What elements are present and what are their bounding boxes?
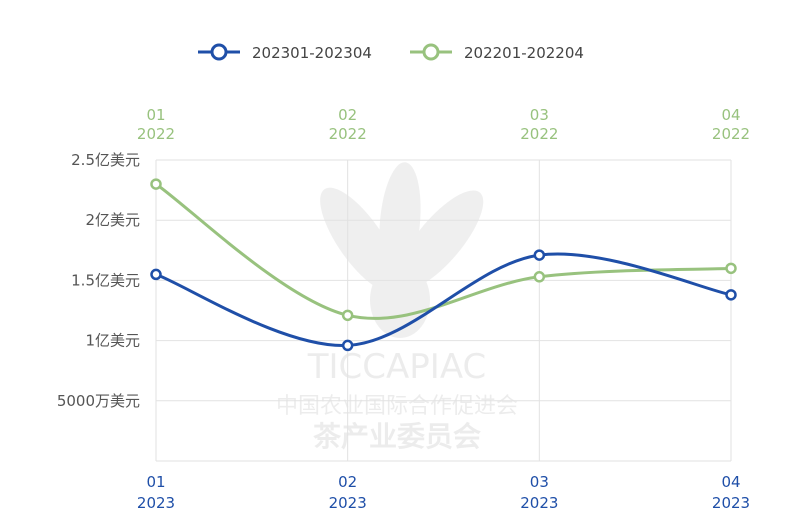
bottom-x-tick-month: 03 xyxy=(530,473,549,491)
top-x-tick-month: 01 xyxy=(146,106,165,124)
legend-item[interactable]: 202201-202204 xyxy=(410,43,584,62)
y-axis-ticks: 5000万美元 1亿美元 1.5亿美元 2亿美元 2.5亿美元 xyxy=(57,151,140,410)
legend-label: 202201-202204 xyxy=(464,44,584,62)
data-point[interactable] xyxy=(341,309,354,322)
data-point[interactable] xyxy=(725,262,737,275)
legend-marker-icon xyxy=(210,43,228,61)
watermark-line2: 茶产业委员会 xyxy=(313,420,481,453)
bottom-x-tick-year: 2023 xyxy=(137,494,175,512)
watermark-line1: 中国农业国际合作促进会 xyxy=(276,394,518,419)
data-point[interactable] xyxy=(341,339,354,352)
bottom-x-tick-year: 2023 xyxy=(520,494,558,512)
top-x-tick-year: 2022 xyxy=(520,125,558,143)
series-line xyxy=(154,252,733,347)
legend-label: 202301-202304 xyxy=(252,44,372,62)
bottom-x-tick-month: 04 xyxy=(721,473,740,491)
legend-marker-icon xyxy=(422,43,440,61)
y-tick-label: 2.5亿美元 xyxy=(71,151,140,169)
data-point[interactable] xyxy=(725,289,737,301)
bottom-x-tick-month: 01 xyxy=(146,473,165,491)
y-tick-label: 5000万美元 xyxy=(57,392,140,410)
y-tick-label: 2亿美元 xyxy=(85,211,140,229)
watermark: TICCAPIAC 中国农业国际合作促进会 茶产业委员会 xyxy=(276,162,518,453)
data-point[interactable] xyxy=(533,249,546,261)
watermark-latin: TICCAPIAC xyxy=(307,347,486,387)
top-x-tick-year: 2022 xyxy=(137,125,175,143)
series-lines xyxy=(150,178,737,352)
bottom-x-tick-year: 2023 xyxy=(712,494,750,512)
y-tick-label: 1亿美元 xyxy=(85,332,140,350)
top-x-tick-year: 2022 xyxy=(329,125,367,143)
top-x-tick-month: 02 xyxy=(338,106,357,124)
legend[interactable]: 202301-202304 202201-202204 xyxy=(198,43,584,62)
bottom-x-axis-ticks: 01 2023 02 2023 03 2023 04 2023 xyxy=(137,473,750,512)
data-point[interactable] xyxy=(150,178,162,190)
top-x-tick-month: 04 xyxy=(721,106,740,124)
legend-item[interactable]: 202301-202304 xyxy=(198,43,372,62)
top-x-tick-year: 2022 xyxy=(712,125,750,143)
data-point[interactable] xyxy=(533,271,546,283)
top-x-tick-month: 03 xyxy=(530,106,549,124)
bottom-x-tick-year: 2023 xyxy=(329,494,367,512)
bottom-x-tick-month: 02 xyxy=(338,473,357,491)
y-tick-label: 1.5亿美元 xyxy=(71,271,140,289)
data-point[interactable] xyxy=(150,268,162,281)
